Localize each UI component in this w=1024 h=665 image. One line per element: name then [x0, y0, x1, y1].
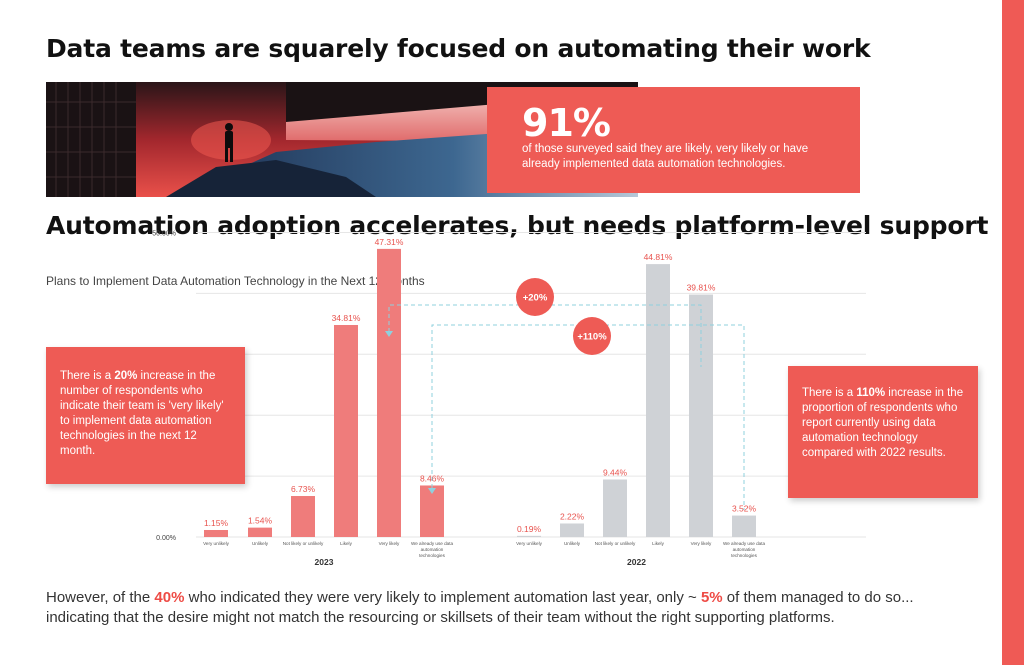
data-label: 39.81% [687, 283, 716, 293]
data-label: 0.19% [517, 524, 542, 534]
y-tick-label: 0.00% [156, 535, 176, 542]
arrowhead [385, 331, 393, 337]
bar-2022-5 [689, 294, 713, 537]
group-label-2023: 2023 [315, 557, 334, 567]
annotation-plus-20-circle [516, 278, 554, 316]
stat-callout: 91% of those surveyed said they are like… [487, 87, 860, 193]
category-label: Very unlikely [516, 541, 542, 546]
bar-2022-6 [732, 515, 756, 537]
bottom-paragraph: However, of the 40% who indicated they w… [46, 589, 914, 626]
bar-2023-6 [420, 485, 444, 537]
page-title: Data teams are squarely focused on autom… [46, 34, 871, 63]
bar-2023-3 [291, 496, 315, 537]
bar-2022-2 [560, 523, 584, 537]
category-label: Unlikely [252, 541, 269, 546]
bar-2023-1 [204, 529, 228, 537]
category-label: Very unlikely [203, 541, 229, 546]
bar-2023-2 [248, 527, 272, 537]
annotation-plus-20-text: +20% [523, 293, 548, 304]
category-label: We already use data [723, 541, 765, 546]
data-label: 47.31% [375, 237, 404, 247]
data-label: 9.44% [603, 468, 628, 478]
y-tick-label: 50.00% [152, 231, 176, 238]
note-right-callout: There is a 110% increase in the proporti… [788, 366, 978, 498]
right-accent-strip [1002, 0, 1024, 665]
bar-2022-4 [646, 264, 670, 537]
category-label: Likely [652, 541, 664, 546]
section-title: Automation adoption accelerates, but nee… [46, 211, 989, 240]
note-left-text: There is a 20% increase in the number of… [60, 370, 224, 457]
category-label: automation [421, 547, 444, 552]
data-label: 34.81% [332, 313, 361, 323]
category-label: technologies [731, 553, 757, 558]
stat-value: 91% [522, 101, 611, 145]
person-silhouette-icon [225, 123, 233, 162]
annotation-plus-110-text: +110% [577, 332, 607, 343]
bar-2022-3 [603, 479, 627, 537]
category-label: Unlikely [564, 541, 581, 546]
bar-2023-4 [334, 325, 358, 537]
chart-title: Plans to Implement Data Automation Techn… [46, 274, 425, 288]
category-label: technologies [419, 553, 445, 558]
note-left-callout: There is a 20% increase in the number of… [46, 347, 245, 484]
category-label: Very likely [691, 541, 712, 546]
data-label: 6.73% [291, 484, 316, 494]
group-label-2022: 2022 [627, 557, 646, 567]
bar-2023-5 [377, 248, 401, 538]
data-label: 1.15% [204, 518, 229, 528]
category-label: Very likely [379, 541, 400, 546]
bar-2022-1 [517, 535, 541, 537]
category-label: Not likely or unlikely [283, 541, 324, 546]
annotation-plus-110-circle [573, 317, 611, 355]
category-label: automation [733, 547, 756, 552]
data-label: 2.22% [560, 511, 585, 521]
data-label: 1.54% [248, 516, 273, 526]
arrowhead [428, 488, 436, 494]
category-label: Not likely or unlikely [595, 541, 636, 546]
category-label: We already use data [411, 541, 453, 546]
stat-description: of those surveyed said they are likely, … [522, 143, 809, 170]
note-right-text: There is a 110% increase in the proporti… [802, 387, 964, 459]
data-label: 44.81% [644, 252, 673, 262]
category-label: Likely [340, 541, 352, 546]
